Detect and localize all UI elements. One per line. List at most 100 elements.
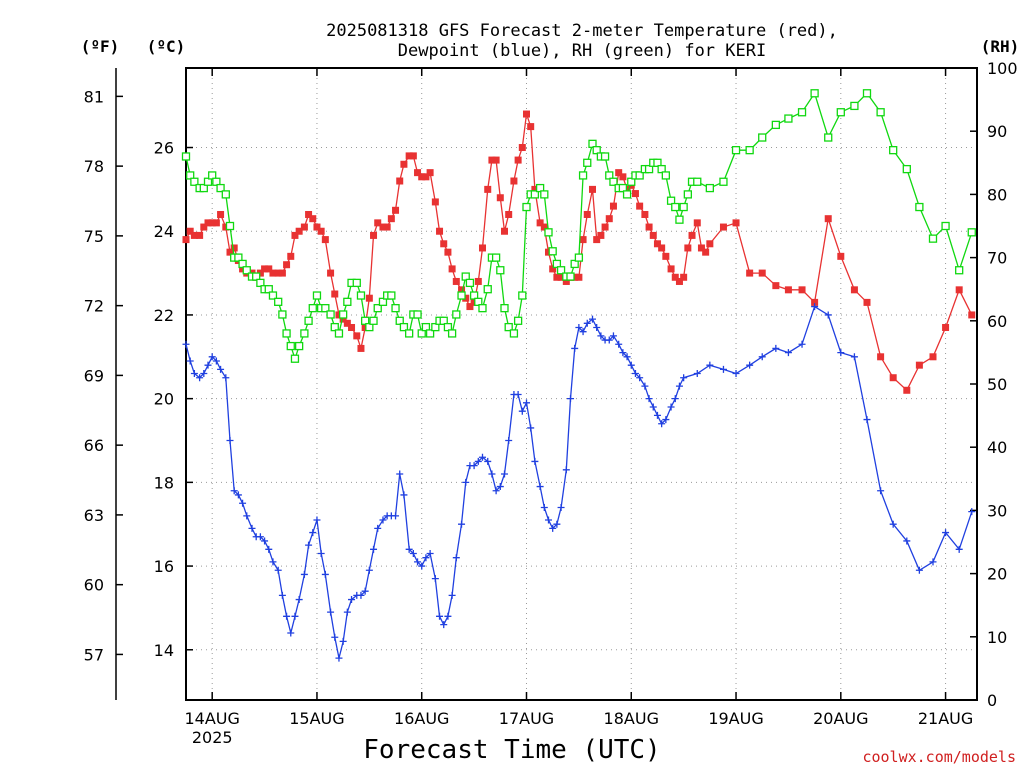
dewpoint-point [500,470,508,478]
dewpoint-point [436,612,444,620]
temperature-point [693,219,701,227]
dewpoint-point [824,311,832,319]
temperature-point [522,110,530,118]
temperature-point [675,277,683,285]
dewpoint-point [335,654,343,662]
rh-point [566,272,575,281]
rh-point [361,316,370,325]
rh-point [278,310,287,319]
dewpoint-point [370,545,378,553]
rh-tick-label: 0 [987,691,997,710]
temperature-point [418,173,426,181]
dewpoint-point [212,357,220,365]
dewpoint-point [619,349,627,357]
dewpoint-point [448,591,456,599]
temperature-point [579,236,587,244]
dewpoint-point [305,541,313,549]
temperature-point [527,123,535,131]
plot-frame [185,67,978,701]
temperature-point [431,198,439,206]
temperature-point [217,210,225,218]
dewpoint-point [357,591,365,599]
dewpoint-point [675,382,683,390]
rh-point [312,291,322,300]
rh-point [824,133,833,142]
temperature-point [383,223,391,231]
rh-point [600,152,610,161]
dewpoint-point [361,587,369,595]
series-dewpoint [182,303,976,662]
temperature-point [448,265,456,273]
dewpoint-point [915,566,923,574]
rh-point [522,202,531,212]
rh-point [274,297,283,306]
temperature-point [426,169,434,177]
rh-point [378,297,388,306]
dewpoint-point [593,323,601,331]
temperature-point [300,223,308,231]
temperature-point [274,269,282,277]
rh-point [286,341,295,351]
dewpoint-point [339,637,347,645]
temperature-point [379,223,387,231]
temperature-point [331,290,339,298]
rh-point [399,322,409,332]
dewpoint-point [331,633,339,641]
temperature-point [327,269,335,277]
dewpoint-point [321,570,329,578]
temperature-point [353,332,361,340]
temperature-point [256,269,264,277]
dewpoint-point [405,545,413,553]
temperature-point [200,223,208,231]
rh-point [836,108,845,117]
rh-point [504,322,513,332]
rh-point [784,114,793,123]
dewpoint-point [531,457,539,465]
series-rh [181,89,976,363]
temperature-point [500,227,508,235]
rh-point [605,171,614,180]
rh-point [622,190,632,199]
rh-point [474,297,483,306]
rh-point [483,285,492,294]
dewpoint-point [877,487,885,495]
dewpoint-point [968,508,976,516]
celsius-unit-label: (ºC) [147,37,186,56]
dewpoint-point [414,558,422,566]
rh-point [635,171,644,180]
temperature-point [706,240,714,248]
temperature-point [680,273,688,281]
dewpoint-point [204,361,212,369]
fahrenheit-unit-label: (ºF) [81,37,120,56]
rh-point [447,329,457,338]
dewpoint-point [518,407,526,415]
x-tick-label: 18AUG [604,709,659,728]
temperature-point [536,219,544,227]
dewpoint-point [230,487,238,495]
rh-point [300,329,309,338]
temperature-point [636,202,644,210]
dewpoint-point [653,411,661,419]
temperature-point [544,248,552,256]
dewpoint-point [400,491,408,499]
rh-point [308,304,317,313]
temperature-point [278,269,286,277]
temperature-point [283,261,291,269]
dewpoint-point [671,395,679,403]
dewpoint-point [837,349,845,357]
celsius-tick-label: 20 [154,390,174,409]
temperature-point [196,231,204,239]
temperature-point [505,210,513,218]
rh-point [212,177,221,186]
dewpoint-point [458,520,466,528]
dewpoint-point [658,420,666,428]
dewpoint-point [256,533,264,541]
fahrenheit-tick-label: 57 [84,645,104,664]
temperature-point [514,156,522,164]
rh-point [208,171,217,180]
temperature-point [942,323,950,331]
dewpoint-point [706,361,714,369]
rh-point [618,183,628,193]
temperature-point [370,231,378,239]
rh-point [967,228,976,237]
